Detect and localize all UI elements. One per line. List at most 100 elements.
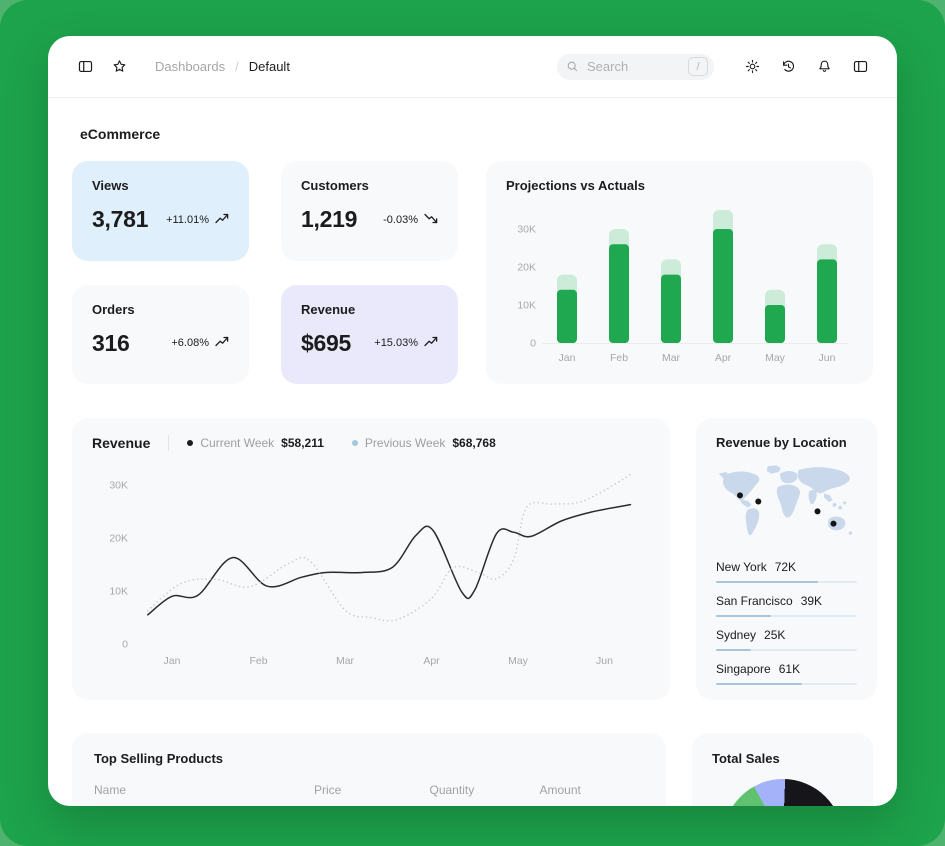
column-price: Price (314, 783, 342, 797)
svg-text:Mar: Mar (336, 655, 355, 667)
svg-text:May: May (508, 655, 529, 667)
svg-text:20K: 20K (109, 533, 128, 545)
stat-label: Views (92, 178, 129, 193)
right-panel-toggle-button[interactable] (846, 53, 874, 81)
stat-card-views: Views 3,781 +11.01% (72, 161, 249, 261)
stat-delta: +15.03% (374, 337, 418, 349)
dashboard-content: eCommerce Views 3,781 +11.01% Customers … (48, 126, 897, 806)
location-row: Sydney 25K (716, 628, 857, 651)
trend-up-icon (424, 336, 438, 350)
products-table-header: Name Price Quantity Amount (94, 783, 644, 806)
legend-previous-week: Previous Week $68,768 (351, 436, 496, 450)
total-sales-card: Total Sales (692, 733, 873, 806)
legend-current-week: Current Week $58,211 (187, 436, 324, 450)
location-value: 72K (774, 560, 797, 574)
location-progress (716, 615, 857, 617)
search-box[interactable]: / (557, 53, 714, 80)
legend-value: $68,768 (452, 436, 496, 450)
bell-icon (816, 58, 833, 75)
svg-text:Feb: Feb (610, 352, 628, 364)
revenue-title: Revenue (92, 435, 151, 451)
stat-cards: Views 3,781 +11.01% Customers 1,219 -0.0… (72, 161, 458, 384)
header-actions: / (557, 53, 874, 81)
location-title: Revenue by Location (716, 435, 847, 450)
legend-label: Current Week (200, 436, 275, 450)
sidebar-toggle-button[interactable] (71, 53, 99, 81)
svg-text:20K: 20K (517, 262, 536, 274)
location-name: San Francisco (716, 594, 793, 608)
stat-value: 3,781 (92, 206, 149, 232)
location-row: Singapore 61K (716, 662, 857, 685)
projections-chart: 0 10K 20K 30K Jan Feb Mar Apr May Jun (517, 210, 848, 364)
stat-value: $695 (301, 329, 351, 356)
svg-text:Feb: Feb (249, 655, 267, 667)
location-name: Sydney (716, 628, 757, 642)
total-sales-title: Total Sales (712, 751, 780, 766)
svg-text:Jun: Jun (819, 352, 836, 364)
breadcrumb-current[interactable]: Default (248, 59, 290, 74)
stat-label: Revenue (301, 301, 356, 317)
notifications-button[interactable] (810, 53, 838, 81)
total-sales-pie-chart (722, 779, 843, 806)
stat-delta: +6.08% (171, 337, 209, 349)
products-title: Top Selling Products (94, 751, 224, 766)
sidebar-icon (77, 58, 94, 75)
location-progress (716, 649, 857, 651)
revenue-header: Revenue Current Week $58,211 Previous We… (92, 435, 650, 451)
svg-text:10K: 10K (109, 586, 128, 598)
trend-up-icon (215, 336, 229, 350)
svg-text:0: 0 (530, 338, 536, 350)
location-value: 25K (764, 628, 786, 642)
stat-card-orders: Orders 316 +6.08% (72, 284, 249, 384)
breadcrumb-section[interactable]: Dashboards (155, 59, 226, 74)
search-shortcut-hint: / (688, 57, 708, 76)
svg-text:0: 0 (122, 639, 128, 651)
breadcrumb-separator: / (235, 59, 239, 74)
trend-down-icon (424, 213, 438, 227)
stat-value: 1,219 (301, 206, 358, 232)
svg-text:Mar: Mar (662, 352, 681, 364)
search-input[interactable] (585, 58, 667, 75)
location-name: New York (716, 560, 767, 574)
legend-label: Previous Week (364, 436, 446, 450)
svg-text:Jun: Jun (596, 655, 613, 667)
location-value: 61K (778, 662, 801, 676)
column-name: Name (94, 783, 127, 797)
revenue-card: Revenue Current Week $58,211 Previous We… (72, 418, 670, 700)
map-marker-new-york (755, 498, 762, 505)
svg-text:Jan: Jan (559, 352, 576, 364)
stat-label: Customers (301, 178, 369, 193)
sun-icon (744, 58, 761, 75)
trend-up-icon (215, 213, 229, 227)
stat-card-revenue: Revenue $695 +15.03% (281, 284, 458, 384)
favorite-button[interactable] (105, 53, 133, 81)
current-week-dot-icon (187, 440, 194, 446)
search-icon (566, 60, 579, 73)
stat-card-customers: Customers 1,219 -0.03% (281, 161, 458, 261)
theme-toggle-button[interactable] (738, 53, 766, 81)
location-progress (716, 581, 857, 583)
location-row: New York 72K (716, 560, 857, 583)
column-quantity: Quantity (429, 783, 475, 797)
page-title: eCommerce (80, 126, 161, 142)
revenue-by-location-card: Revenue by Location (696, 418, 877, 700)
svg-text:30K: 30K (109, 480, 128, 492)
map-marker-singapore (814, 508, 821, 515)
projections-title: Projections vs Actuals (506, 178, 645, 193)
breadcrumb: Dashboards / Default (155, 59, 290, 74)
divider (168, 435, 170, 451)
history-button[interactable] (774, 53, 802, 81)
revenue-chart: 0 10K 20K 30K Jan Feb Mar Apr May Jun (109, 473, 632, 667)
svg-text:Jan: Jan (164, 655, 181, 667)
location-name: Singapore (716, 662, 771, 676)
svg-text:Apr: Apr (715, 352, 732, 364)
location-row: San Francisco 39K (716, 594, 857, 617)
svg-text:30K: 30K (517, 224, 536, 236)
stat-label: Orders (92, 301, 135, 317)
previous-week-dot-icon (351, 440, 358, 446)
map-marker-sydney (830, 520, 837, 527)
app-window: Dashboards / Default / (48, 36, 897, 806)
stat-delta: +11.01% (166, 213, 209, 226)
top-selling-products-card: Top Selling Products Name Price Quantity… (72, 733, 666, 806)
stat-value: 316 (92, 329, 130, 356)
